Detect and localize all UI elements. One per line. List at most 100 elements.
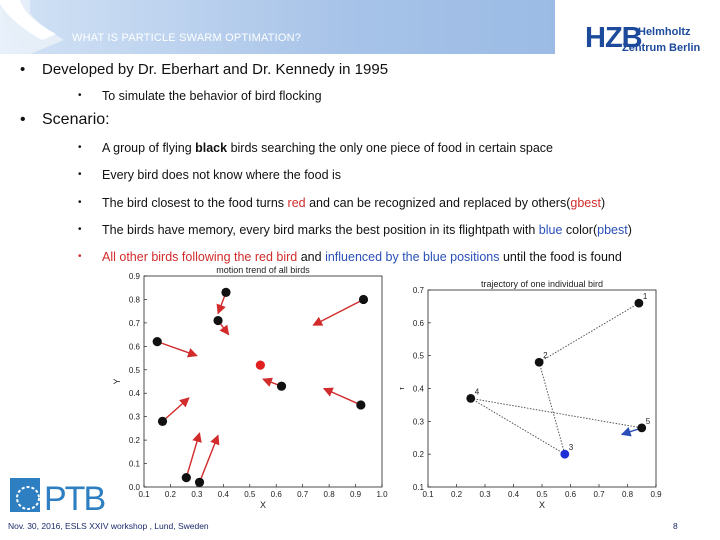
plot-frame <box>427 289 657 488</box>
trajectory-point <box>634 298 644 308</box>
ptb-logo-text: PTB <box>44 480 104 516</box>
ptb-logo-ring <box>16 486 40 510</box>
motion-arrow <box>185 432 202 478</box>
x-tick-label: 0.1 <box>422 490 434 499</box>
bird-point <box>358 294 369 305</box>
point-label: 2 <box>543 351 548 360</box>
bullet-icon: • <box>20 111 26 128</box>
sub-bullet-icon: • <box>78 90 82 101</box>
trajectory-point <box>637 423 647 433</box>
y-tick-label: 0.5 <box>413 352 425 361</box>
x-tick-label: 0.1 <box>138 490 150 499</box>
trajectory-segment <box>538 302 640 363</box>
x-axis-label: X <box>539 500 545 510</box>
y-tick-label: 0.1 <box>413 483 425 492</box>
red-bird-point <box>255 360 265 370</box>
ptb-logo-square <box>10 478 40 512</box>
sub-bullet-icon: • <box>78 142 82 153</box>
point-label: 1 <box>643 292 648 301</box>
x-tick-label: 0.9 <box>650 490 662 499</box>
x-tick-label: 0.9 <box>350 490 362 499</box>
y-tick-label: 0.4 <box>129 389 141 398</box>
bullet-icon: • <box>20 61 26 78</box>
y-axis-label: Y <box>112 378 122 384</box>
y-tick-label: 0.2 <box>413 450 425 459</box>
ptb-logo: PTB <box>10 478 106 516</box>
sub-bullet-simulate: To simulate the behavior of bird flockin… <box>102 89 322 103</box>
y-tick-label: 0.6 <box>129 342 141 351</box>
trajectory-chart: trajectory of one individual bird 0.1 0.2 0… <box>400 279 662 510</box>
sub-bullet-icon: • <box>78 224 82 235</box>
header-swoosh <box>0 0 64 54</box>
bird-point <box>221 287 231 298</box>
motion-arrow <box>312 298 364 326</box>
point-label: 5 <box>646 417 651 426</box>
y-tick-label: 0.2 <box>129 436 141 445</box>
y-tick-label: 0.9 <box>129 272 141 281</box>
motion-arrow <box>198 434 220 483</box>
x-tick-label: 0.5 <box>536 490 548 499</box>
motion-trend-chart: motion trend of all birds 0.1 0.2 0.3 0.4 0.5… <box>112 266 388 510</box>
page-number: 8 <box>673 521 678 531</box>
trajectory-point <box>534 357 544 367</box>
y-tick-label: 0.4 <box>413 385 425 394</box>
x-tick-label: 0.8 <box>622 490 634 499</box>
sub-bullet-icon: • <box>78 197 82 208</box>
x-tick-label: 0.8 <box>324 490 336 499</box>
y-axis-label: Y <box>400 385 406 391</box>
trajectory-segment <box>470 397 642 429</box>
bullet-scenario: Scenario: <box>42 111 110 128</box>
sub-bullet-icon: • <box>78 251 82 262</box>
y-tick-label: 0.7 <box>413 286 425 295</box>
bird-point <box>181 473 191 483</box>
point-label: 3 <box>569 443 574 452</box>
bullet-developed: Developed by Dr. Eberhart and Dr. Kenned… <box>42 61 389 78</box>
bird-point <box>356 400 366 410</box>
sub-bullet-icon: • <box>78 169 82 180</box>
hzb-logo-line1: Helmholtz <box>638 26 691 38</box>
y-tick-label: 0.3 <box>129 413 141 422</box>
trajectory-segment <box>538 362 566 455</box>
motion-arrow <box>156 340 198 358</box>
scenario-item-1: A group of flying black birds searching … <box>102 141 553 155</box>
x-tick-label: 1.0 <box>376 490 388 499</box>
y-tick-label: 0.5 <box>129 366 141 375</box>
x-tick-label: 0.4 <box>508 490 520 499</box>
x-tick-label: 0.5 <box>244 490 256 499</box>
scenario-item-2: Every bird does not know where the food … <box>102 168 342 182</box>
x-tick-label: 0.7 <box>593 490 605 499</box>
best-position-point <box>560 449 570 459</box>
x-tick-label: 0.6 <box>271 490 283 499</box>
hzb-logo: HZB Helmholtz Zentrum Berlin <box>585 17 705 62</box>
x-axis-label: X <box>260 500 266 510</box>
bird-point <box>213 315 223 326</box>
x-tick-label: 0.3 <box>191 490 203 499</box>
point-label: 4 <box>475 387 480 396</box>
motion-arrow <box>322 387 362 406</box>
header-band-inner <box>30 0 555 54</box>
scenario-item-3: The bird closest to the food turns red a… <box>102 196 606 210</box>
x-tick-label: 0.2 <box>165 490 177 499</box>
x-tick-label: 0.6 <box>565 490 577 499</box>
page-title: WHAT IS PARTICLE SWARM OPTIMATION? <box>72 32 302 44</box>
x-tick-label: 0.3 <box>479 490 491 499</box>
y-tick-label: 0.8 <box>129 295 141 304</box>
bird-point <box>194 477 205 487</box>
footer-text: Nov. 30, 2016, ESLS XXIV workshop , Lund… <box>8 521 209 531</box>
x-tick-label: 0.2 <box>451 490 463 499</box>
chart-title: motion trend of all birds <box>216 266 310 275</box>
trajectory-point <box>466 393 476 403</box>
y-tick-label: 0.6 <box>413 319 425 328</box>
x-tick-label: 0.4 <box>218 490 230 499</box>
scenario-item-5: All other birds following the red bird a… <box>102 250 622 264</box>
y-tick-label: 0.1 <box>129 460 141 469</box>
hzb-logo-line2: Zentrum Berlin <box>622 42 701 54</box>
scenario-item-4: The birds have memory, every bird marks … <box>102 223 632 237</box>
x-tick-label: 0.7 <box>297 490 309 499</box>
y-tick-label: 0.0 <box>129 483 141 492</box>
bird-point <box>157 416 168 426</box>
y-tick-label: 0.3 <box>413 417 425 426</box>
hzb-logo-text: HZB <box>585 22 642 54</box>
bird-point <box>276 381 287 391</box>
bird-point <box>152 337 162 347</box>
